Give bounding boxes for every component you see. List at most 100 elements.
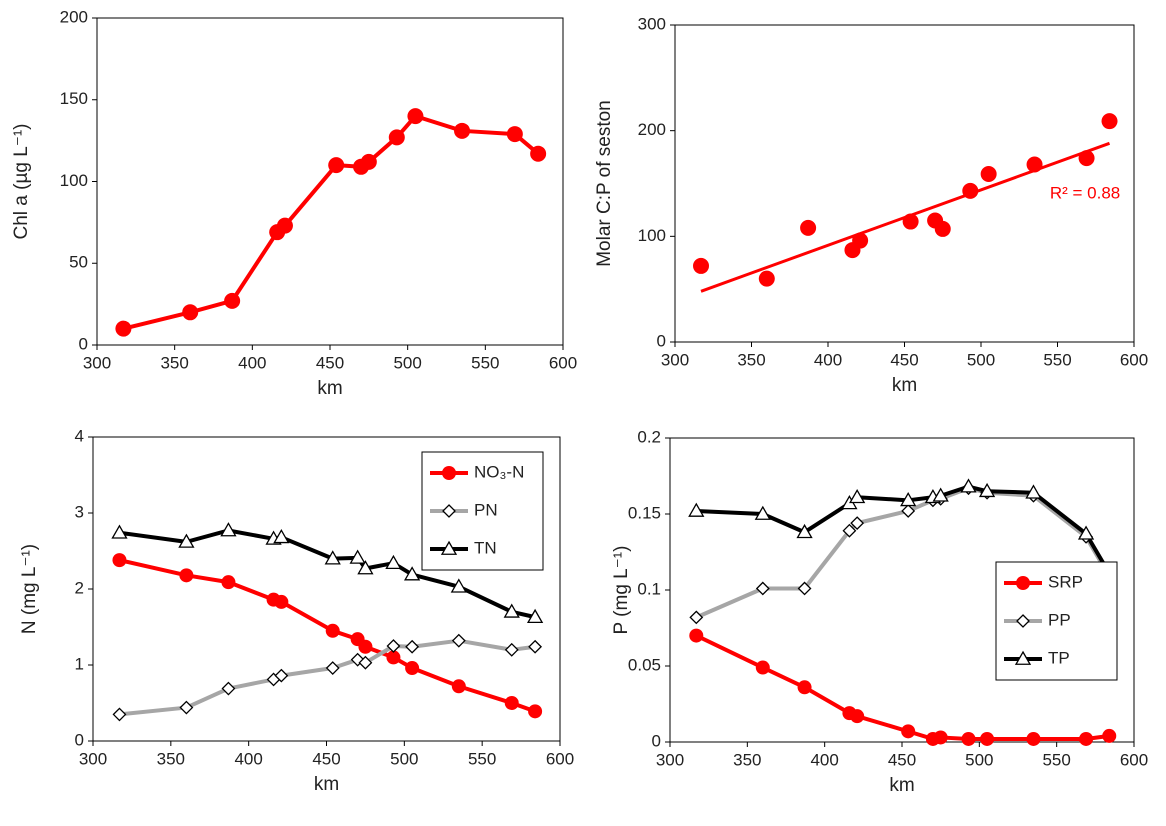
data-point	[932, 487, 949, 502]
data-point	[503, 603, 520, 618]
y-tick-label: 300	[638, 14, 666, 33]
data-point	[526, 608, 544, 624]
data-point	[852, 232, 869, 249]
y-tick-label: 0.2	[637, 427, 661, 446]
y-axis-label: Molar C:P of seston	[594, 100, 615, 267]
data-point	[358, 639, 373, 654]
data-point	[407, 108, 424, 125]
legend: NO₃-N PN TN	[421, 451, 544, 571]
data-point	[403, 566, 421, 581]
data-point	[450, 578, 467, 593]
x-tick-label: 300	[79, 749, 107, 768]
data-point	[221, 575, 236, 590]
data-point	[900, 492, 917, 507]
data-point	[980, 165, 997, 182]
data-point	[902, 213, 919, 230]
data-point	[1077, 525, 1095, 540]
y-tick-label: 0.05	[628, 655, 661, 674]
y-axis-label: Chl a (µg L⁻¹)	[11, 123, 32, 239]
data-point	[934, 220, 951, 237]
data-point	[115, 320, 132, 337]
y-tick-label: 200	[60, 7, 88, 26]
data-point	[220, 522, 237, 537]
y-tick-label: 100	[638, 226, 666, 245]
data-point	[360, 153, 377, 170]
x-tick-label: 450	[890, 350, 918, 369]
x-axis-label: km	[889, 775, 914, 796]
x-tick-label: 450	[888, 750, 916, 769]
data-point	[179, 568, 194, 583]
data-point	[221, 681, 236, 696]
data-point	[224, 292, 241, 309]
data-point	[386, 650, 401, 665]
legend-label: TN	[474, 538, 497, 557]
y-tick-label: 0	[79, 334, 88, 353]
y-tick-label: 0.15	[628, 503, 661, 522]
data-point	[842, 523, 857, 538]
x-tick-label: 500	[967, 350, 995, 369]
x-tick-label: 400	[810, 750, 838, 769]
x-tick-label: 450	[316, 353, 344, 372]
data-point	[451, 679, 466, 694]
x-tick-label: 550	[468, 749, 496, 768]
data-point	[178, 533, 195, 548]
data-point	[850, 516, 865, 531]
series-line	[119, 558, 536, 714]
data-point	[328, 157, 345, 174]
data-point	[796, 523, 813, 539]
series-line	[122, 114, 540, 331]
x-tick-label: 500	[965, 750, 993, 769]
legend-marker	[442, 466, 456, 480]
y-tick-label: 2	[75, 578, 84, 597]
data-point	[849, 488, 866, 504]
data-point	[755, 660, 770, 675]
data-point	[357, 560, 374, 575]
x-tick-label: 350	[157, 749, 185, 768]
y-tick-label: 100	[60, 171, 88, 190]
legend-label: PP	[1048, 610, 1071, 629]
data-point	[451, 633, 466, 648]
x-tick-label: 500	[393, 353, 421, 372]
legend-label: PN	[474, 500, 498, 519]
data-point	[978, 482, 996, 498]
data-point	[276, 217, 293, 234]
y-tick-label: 4	[75, 426, 84, 445]
plot-frame	[96, 17, 564, 346]
legend-marker	[1016, 576, 1030, 590]
data-point	[454, 122, 471, 139]
data-point	[358, 655, 373, 670]
data-point	[528, 704, 543, 719]
y-tick-label: 3	[75, 502, 84, 521]
data-point	[528, 639, 543, 654]
data-point	[962, 182, 979, 199]
data-point	[179, 700, 194, 715]
y-axis-label: N (mg L⁻¹)	[19, 544, 40, 634]
legend: SRP PP TP	[995, 561, 1118, 681]
data-point	[1079, 731, 1094, 746]
x-tick-label: 600	[549, 353, 577, 372]
data-point	[274, 594, 289, 609]
x-tick-label: 350	[160, 353, 188, 372]
data-point	[504, 642, 519, 657]
y-tick-label: 0	[75, 730, 84, 749]
legend-marker	[1014, 650, 1032, 665]
data-point	[901, 724, 916, 739]
data-point	[182, 304, 199, 321]
x-tick-label: 550	[1042, 750, 1070, 769]
x-tick-label: 500	[390, 749, 418, 768]
y-tick-label: 50	[69, 253, 88, 272]
x-tick-label: 550	[1043, 350, 1071, 369]
series-line	[696, 484, 1111, 575]
x-tick-label: 350	[733, 750, 761, 769]
data-point	[1102, 728, 1117, 743]
x-tick-label: 300	[656, 750, 684, 769]
data-point	[273, 529, 290, 544]
x-axis-label: km	[314, 774, 339, 795]
x-tick-label: 350	[737, 350, 765, 369]
legend-marker	[440, 540, 458, 555]
y-axis-label: P (mg L⁻¹)	[611, 546, 632, 635]
x-tick-label: 450	[312, 749, 340, 768]
data-point	[693, 257, 710, 274]
data-point	[961, 731, 976, 746]
